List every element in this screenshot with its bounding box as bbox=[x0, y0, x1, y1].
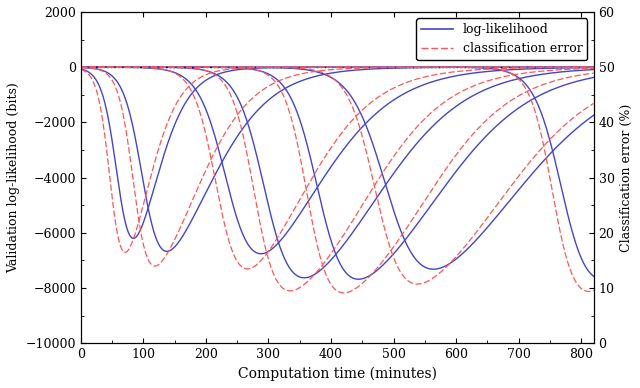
Y-axis label: Validation log-likelihood (bits): Validation log-likelihood (bits) bbox=[7, 82, 20, 273]
Y-axis label: Classification error (%): Classification error (%) bbox=[620, 104, 633, 252]
X-axis label: Computation time (minutes): Computation time (minutes) bbox=[237, 367, 436, 381]
Legend: log-likelihood, classification error: log-likelihood, classification error bbox=[417, 18, 588, 61]
